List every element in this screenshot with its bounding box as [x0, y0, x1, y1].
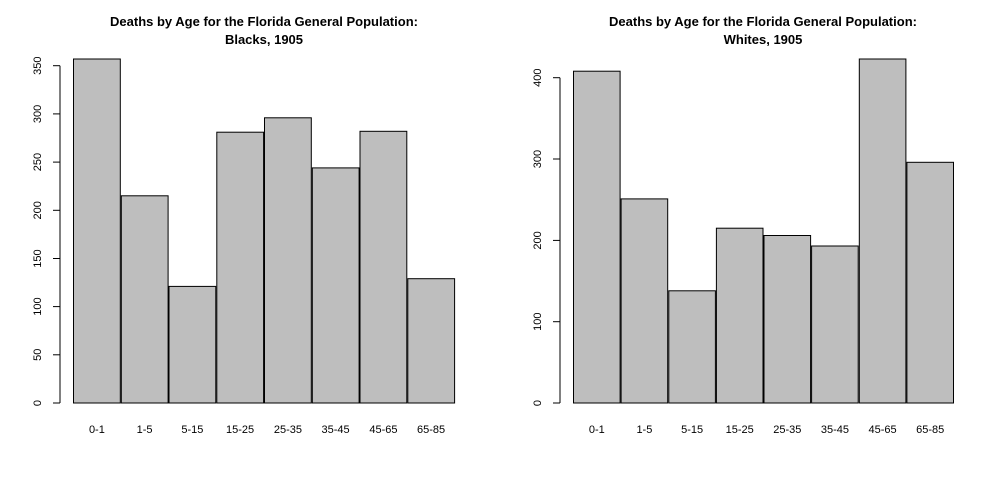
x-tick-label: 1-5: [137, 424, 153, 436]
y-tick-label: 200: [32, 201, 44, 219]
x-tick-label: 45-65: [869, 424, 897, 436]
x-tick-label: 25-35: [274, 424, 302, 436]
chart-blacks-1905: Deaths by Age for the Florida General Po…: [32, 14, 456, 436]
y-tick-label: 350: [32, 57, 44, 75]
bar-45-65: [858, 58, 907, 404]
x-tick-label: 45-65: [369, 424, 397, 436]
x-tick-label: 0-1: [589, 424, 605, 436]
x-tick-label: 5-15: [181, 424, 203, 436]
bar-65-85: [407, 278, 456, 404]
bar-65-85: [906, 161, 955, 404]
bar-5-15: [668, 290, 716, 404]
x-tick-label: 65-85: [417, 424, 445, 436]
y-tick-label: 0: [532, 400, 544, 406]
bar-15-25: [216, 131, 265, 404]
bar-25-35: [763, 235, 812, 404]
y-tick-label: 0: [32, 400, 44, 406]
y-tick-label: 200: [532, 231, 544, 249]
y-tick-label: 150: [32, 249, 44, 267]
y-tick-label: 100: [532, 313, 544, 331]
chart-whites-1905: Deaths by Age for the Florida General Po…: [532, 14, 955, 436]
y-tick-label: 100: [32, 297, 44, 315]
x-tick-label: 0-1: [89, 424, 105, 436]
x-tick-label: 5-15: [681, 424, 703, 436]
bar-45-65: [359, 130, 408, 404]
x-tick-label: 15-25: [226, 424, 254, 436]
chart-title: Deaths by Age for the Florida General Po…: [609, 14, 917, 29]
bar-35-45: [811, 245, 859, 404]
y-tick-label: 50: [32, 349, 44, 361]
bar-0-1: [573, 70, 621, 404]
chart-title: Deaths by Age for the Florida General Po…: [110, 14, 418, 29]
bar-25-35: [264, 117, 312, 404]
chart-subtitle: Whites, 1905: [724, 32, 803, 47]
bar-15-25: [715, 227, 764, 404]
bar-1-5: [620, 198, 669, 404]
bar-1-5: [120, 195, 169, 404]
y-tick-label: 250: [32, 153, 44, 171]
x-tick-label: 35-45: [322, 424, 350, 436]
y-tick-label: 400: [532, 69, 544, 87]
x-tick-label: 1-5: [636, 424, 652, 436]
x-tick-label: 35-45: [821, 424, 849, 436]
chart-subtitle: Blacks, 1905: [225, 32, 303, 47]
y-tick-label: 300: [32, 105, 44, 123]
bar-0-1: [73, 58, 121, 404]
x-tick-label: 15-25: [726, 424, 754, 436]
x-tick-label: 25-35: [773, 424, 801, 436]
x-tick-label: 65-85: [916, 424, 944, 436]
bar-35-45: [311, 167, 360, 404]
y-tick-label: 300: [532, 150, 544, 168]
bar-5-15: [168, 285, 217, 404]
